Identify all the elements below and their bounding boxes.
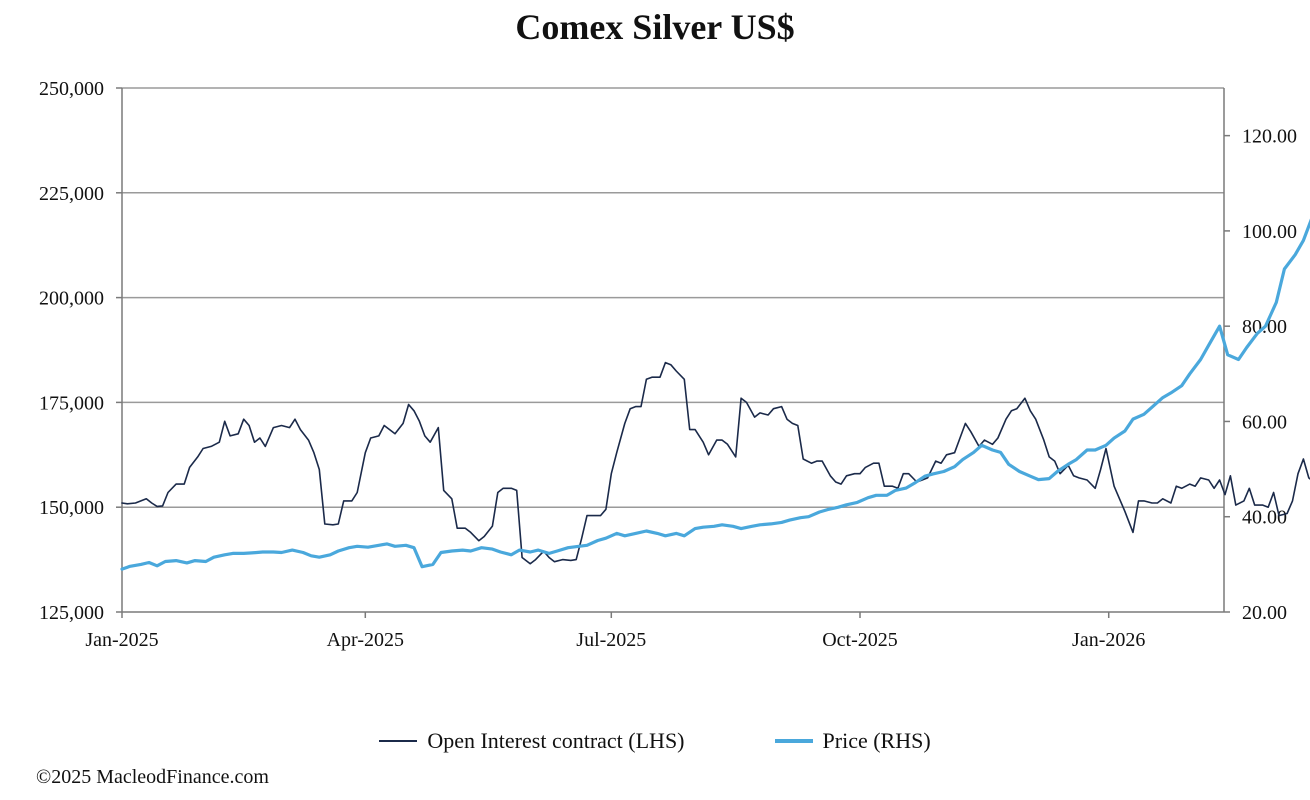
series-line-price <box>120 218 1310 571</box>
copyright-text: ©2025 MacleodFinance.com <box>36 766 269 788</box>
x-tick-label: Jul-2025 <box>576 629 646 651</box>
y-left-tick-label: 200,000 <box>39 288 104 310</box>
x-tick-label: Apr-2025 <box>327 629 404 651</box>
y-left-tick-label: 225,000 <box>39 183 104 205</box>
y-left-tick-label: 150,000 <box>39 497 104 519</box>
grid-lines <box>122 87 1224 508</box>
legend-label-price: Price (RHS) <box>822 728 931 753</box>
y-right-tick-label: 60.00 <box>1242 411 1287 433</box>
legend: Open Interest contract (LHS) Price (RHS) <box>0 728 1310 754</box>
legend-item-price: Price (RHS) <box>774 728 931 754</box>
legend-swatch-open-interest <box>379 740 418 742</box>
legend-item-open-interest: Open Interest contract (LHS) <box>379 728 685 754</box>
x-tick-label: Oct-2025 <box>822 629 898 651</box>
x-tick-label: Jan-2025 <box>85 629 158 651</box>
legend-label-open-interest: Open Interest contract (LHS) <box>427 728 685 753</box>
y-left-tick-label: 175,000 <box>39 392 104 414</box>
y-right-tick-label: 40.00 <box>1242 507 1287 529</box>
series-lines <box>120 218 1310 571</box>
y-right-tick-label: 100.00 <box>1242 221 1297 243</box>
chart-title: Comex Silver US$ <box>515 7 795 47</box>
legend-swatch-price <box>774 739 813 743</box>
y-right-tick-label: 20.00 <box>1242 602 1287 624</box>
y-left-tick-label: 125,000 <box>39 602 104 624</box>
y-left-tick-label: 250,000 <box>39 78 104 100</box>
y-right-tick-label: 120.00 <box>1242 126 1297 148</box>
axes: 125,000 150,000 175,000 200,000 225,000 250,0… <box>39 78 1297 651</box>
x-tick-label: Jan-2026 <box>1072 629 1145 651</box>
series-line-open-interest <box>121 361 1310 565</box>
